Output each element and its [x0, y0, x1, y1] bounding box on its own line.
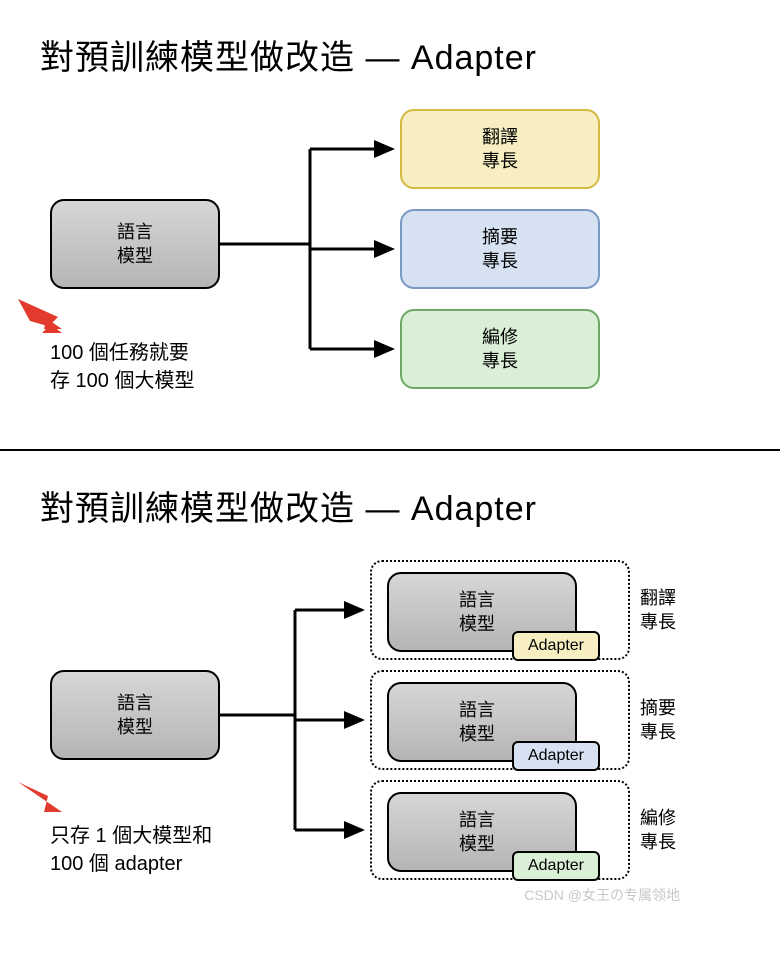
- side1-line1: 摘要: [640, 696, 676, 720]
- target0-line1: 翻譯: [482, 125, 518, 149]
- inner1-line1: 語言: [459, 698, 495, 722]
- note1-line1: 100 個任務就要: [50, 339, 194, 367]
- inner2-line1: 語言: [459, 808, 495, 832]
- inner0-line2: 模型: [459, 612, 495, 636]
- panel2-note: 只存 1 個大模型和 100 個 adapter: [50, 822, 212, 878]
- target1-line1: 摘要: [482, 225, 518, 249]
- group-box-2: 語言 模型 Adapter: [370, 780, 630, 880]
- side-label-1: 摘要 專長: [640, 696, 676, 745]
- note2-line2: 100 個 adapter: [50, 850, 212, 878]
- adapter-chip-0: Adapter: [512, 631, 600, 661]
- side2-line2: 專長: [640, 830, 676, 854]
- panel2-diagram: 語言 模型 語言 模型 Adapter 翻譯 專長 語言 模型 Adapter …: [40, 560, 740, 910]
- watermark: CSDN @女王の专属领地: [524, 885, 680, 905]
- adapter-chip-2: Adapter: [512, 851, 600, 881]
- inner1-line2: 模型: [459, 722, 495, 746]
- panel1-diagram: 語言 模型 翻譯 專長 摘要 專長 編修 專長: [40, 109, 740, 419]
- group-box-0: 語言 模型 Adapter: [370, 560, 630, 660]
- target-node-1: 摘要 專長: [400, 209, 600, 289]
- side-label-0: 翻譯 專長: [640, 586, 676, 635]
- target-node-2: 編修 專長: [400, 309, 600, 389]
- target2-line2: 專長: [482, 349, 518, 373]
- source-line2: 模型: [117, 244, 153, 268]
- target-node-0: 翻譯 專長: [400, 109, 600, 189]
- source-node: 語言 模型: [50, 199, 220, 289]
- side1-line2: 專長: [640, 720, 676, 744]
- target2-line1: 編修: [482, 325, 518, 349]
- panel-bottom: 對預訓練模型做改造 — Adapter 語言 模型 語言 模型 Adapter …: [0, 451, 780, 940]
- side0-line2: 專長: [640, 610, 676, 634]
- inner2-line2: 模型: [459, 832, 495, 856]
- connectors-2: [220, 560, 380, 890]
- panel-top: 對預訓練模型做改造 — Adapter 語言 模型 翻譯 專長 摘要 專長 編修…: [0, 0, 780, 449]
- adapter-chip-1: Adapter: [512, 741, 600, 771]
- panel1-note: 100 個任務就要 存 100 個大模型: [50, 339, 194, 395]
- side0-line1: 翻譯: [640, 586, 676, 610]
- source2-line1: 語言: [117, 691, 153, 715]
- panel2-title: 對預訓練模型做改造 — Adapter: [40, 481, 740, 530]
- side2-line1: 編修: [640, 806, 676, 830]
- side-label-2: 編修 專長: [640, 806, 676, 855]
- red-pointer-2: [18, 782, 68, 822]
- connectors-1: [220, 109, 400, 399]
- target0-line2: 專長: [482, 149, 518, 173]
- source-node-2: 語言 模型: [50, 670, 220, 760]
- panel1-title: 對預訓練模型做改造 — Adapter: [40, 30, 740, 79]
- source-line1: 語言: [117, 220, 153, 244]
- source2-line2: 模型: [117, 715, 153, 739]
- inner0-line1: 語言: [459, 588, 495, 612]
- group-box-1: 語言 模型 Adapter: [370, 670, 630, 770]
- note2-line1: 只存 1 個大模型和: [50, 822, 212, 850]
- note1-line2: 存 100 個大模型: [50, 367, 194, 395]
- target1-line2: 專長: [482, 249, 518, 273]
- red-pointer-1: [18, 299, 68, 339]
